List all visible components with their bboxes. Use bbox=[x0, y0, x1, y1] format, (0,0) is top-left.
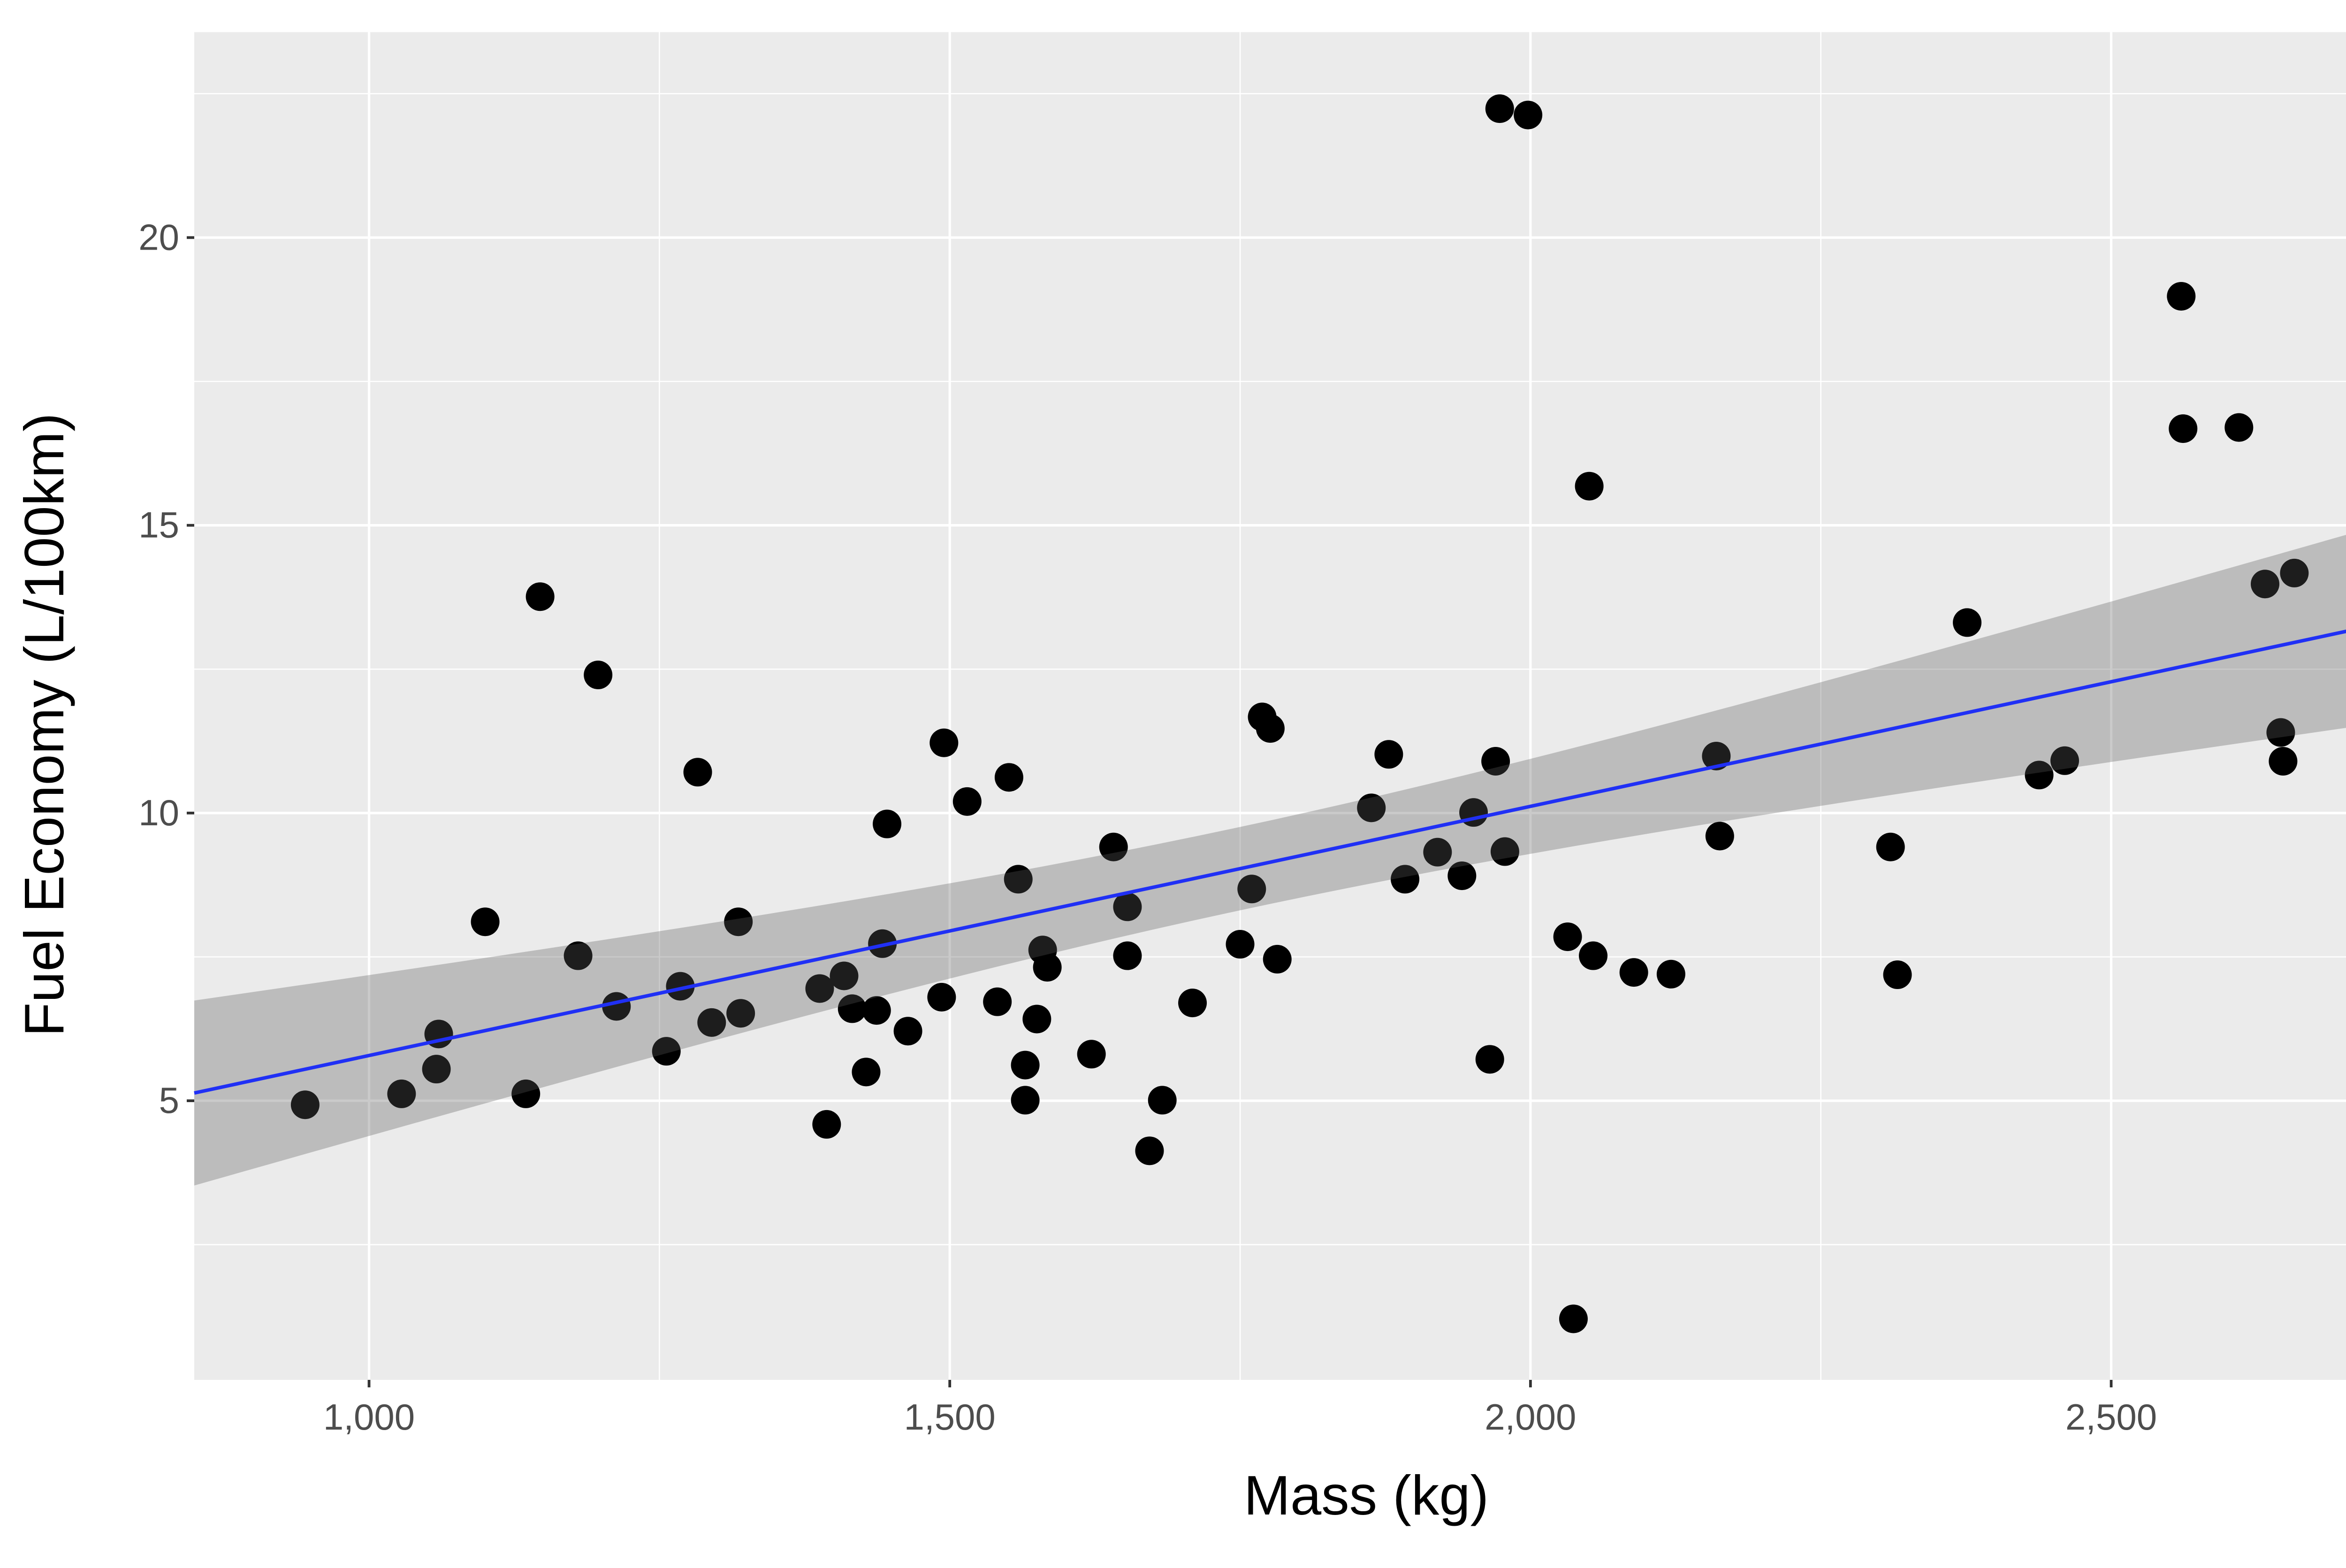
svg-text:10: 10 bbox=[138, 792, 179, 833]
svg-text:Fuel Economy (L/100km): Fuel Economy (L/100km) bbox=[13, 413, 76, 1036]
svg-text:Mass (kg): Mass (kg) bbox=[1244, 1464, 1489, 1527]
svg-text:1,000: 1,000 bbox=[323, 1396, 415, 1438]
svg-text:15: 15 bbox=[138, 504, 179, 546]
svg-text:5: 5 bbox=[159, 1080, 179, 1121]
svg-text:1,500: 1,500 bbox=[904, 1396, 996, 1438]
svg-text:2,000: 2,000 bbox=[1485, 1396, 1576, 1438]
svg-text:2,500: 2,500 bbox=[2065, 1396, 2157, 1438]
svg-text:20: 20 bbox=[138, 216, 179, 258]
